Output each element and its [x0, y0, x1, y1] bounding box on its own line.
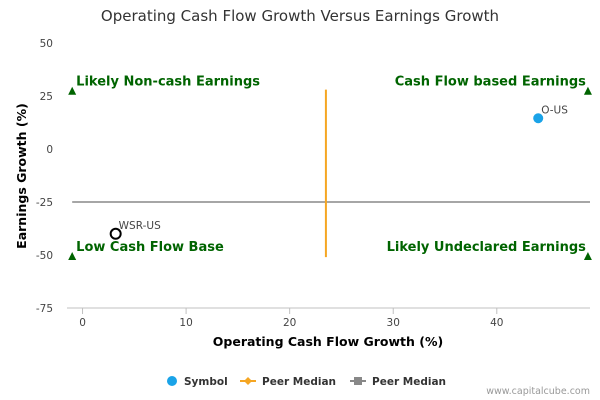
legend-diamond-marker — [244, 377, 252, 385]
quadrant-marker-triangle — [68, 252, 77, 261]
legend-label: Peer Median — [372, 376, 446, 388]
point-label: O-US — [541, 104, 568, 116]
x-tick-label: 20 — [283, 317, 296, 329]
peer-median-lines — [72, 89, 590, 258]
chart-title: Operating Cash Flow Growth Versus Earnin… — [101, 7, 499, 25]
legend-label: Symbol — [184, 376, 228, 388]
credit-text: www.capitalcube.com — [486, 386, 590, 397]
point-label: WSR-US — [119, 220, 161, 232]
peer-point — [109, 227, 122, 240]
y-tick-label: 0 — [46, 144, 53, 156]
x-tick-label: 30 — [387, 317, 400, 329]
legend: Symbol Peer Median Peer Median — [167, 376, 446, 388]
legend-symbol-marker — [167, 376, 177, 386]
quadrant-marker-triangle — [583, 252, 592, 261]
x-tick-label: 40 — [490, 317, 503, 329]
quadrant-label: Cash Flow based Earnings — [395, 75, 586, 90]
y-axis-title: Earnings Growth (%) — [14, 103, 29, 249]
y-tick-label: 25 — [40, 91, 53, 103]
x-axis: 0 10 20 30 40 — [79, 308, 503, 329]
y-tick-label: -50 — [36, 250, 53, 262]
x-tick-label: 10 — [179, 317, 192, 329]
x-tick-label: 0 — [79, 317, 86, 329]
x-axis-title: Operating Cash Flow Growth (%) — [213, 334, 443, 349]
quadrant-marker-triangle — [583, 86, 592, 95]
quadrant-label: Low Cash Flow Base — [76, 240, 224, 255]
data-points: O-US WSR-US — [109, 104, 568, 240]
quadrant-label: Likely Undeclared Earnings — [387, 240, 587, 255]
quadrant-marker-triangle — [68, 86, 77, 95]
y-tick-label: 50 — [40, 38, 53, 50]
quadrant-labels: Likely Non-cash Earnings Cash Flow based … — [68, 75, 592, 261]
legend-square-marker — [354, 377, 362, 385]
y-axis: 50 25 0 -25 -50 -75 — [36, 38, 53, 315]
legend-label: Peer Median — [262, 376, 336, 388]
y-tick-label: -75 — [36, 303, 53, 315]
quadrant-label: Likely Non-cash Earnings — [76, 75, 260, 90]
symbol-point — [533, 113, 544, 124]
y-tick-label: -25 — [36, 197, 53, 209]
